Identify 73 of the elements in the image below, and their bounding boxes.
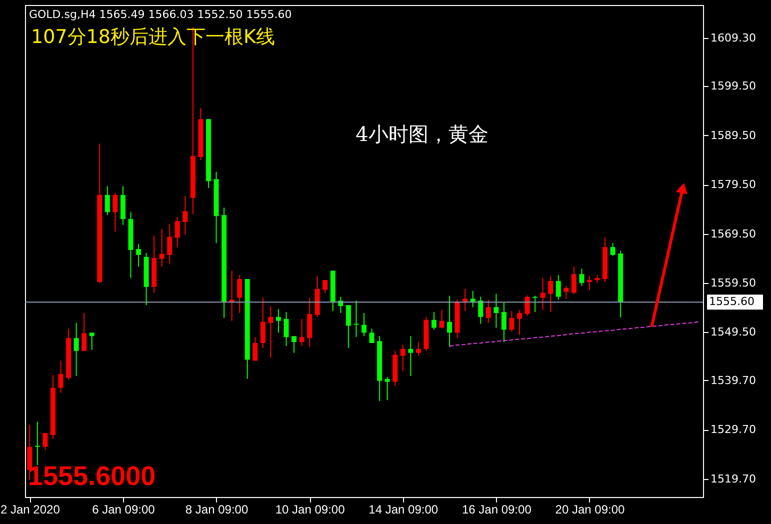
candlestick bbox=[104, 186, 110, 216]
candlestick bbox=[400, 344, 406, 372]
candlestick bbox=[431, 312, 436, 330]
candlestick bbox=[159, 228, 164, 268]
candlestick bbox=[167, 223, 172, 264]
candlestick bbox=[276, 308, 281, 334]
candlestick bbox=[524, 294, 530, 316]
y-tick-label: 1559.50 bbox=[710, 276, 756, 290]
candlestick bbox=[322, 280, 328, 294]
candlestick bbox=[416, 342, 421, 356]
line-series bbox=[449, 321, 699, 346]
candlestick bbox=[82, 312, 87, 352]
candlestick bbox=[174, 216, 180, 248]
chart-title: GOLD.sg,H4 1565.49 1566.03 1552.50 1555.60 bbox=[29, 8, 292, 21]
candlestick bbox=[268, 306, 274, 358]
candlestick bbox=[292, 336, 297, 354]
annotation: 4小时图，黄金 bbox=[356, 122, 488, 146]
candlestick bbox=[501, 302, 506, 343]
candlestick bbox=[58, 360, 64, 394]
candlestick bbox=[462, 288, 468, 312]
candlestick bbox=[494, 293, 499, 328]
candlestick bbox=[384, 376, 390, 401]
candlestick bbox=[34, 421, 40, 466]
candlestick bbox=[136, 244, 142, 268]
x-tick-label: 10 Jan 09:00 bbox=[275, 502, 346, 516]
candlestick bbox=[478, 296, 484, 324]
y-tick-label: 1539.70 bbox=[710, 374, 756, 387]
y-tick-label: 1609.30 bbox=[710, 31, 756, 44]
candlestick bbox=[564, 285, 569, 300]
x-tick-label: 2 Jan 2020 bbox=[0, 502, 60, 516]
candlestick bbox=[299, 318, 304, 346]
candlestick bbox=[586, 276, 592, 290]
y-tick-label: 1549.50 bbox=[710, 326, 756, 339]
candlestick bbox=[346, 304, 351, 348]
y-tick-label: 1589.50 bbox=[710, 128, 756, 142]
x-tick-label: 20 Jan 09:00 bbox=[555, 502, 625, 516]
y-tick-label: 1529.70 bbox=[710, 423, 756, 436]
y-tick-label: 1579.50 bbox=[710, 178, 756, 192]
candlestick bbox=[447, 295, 452, 348]
x-tick-label: 8 Jan 09:00 bbox=[185, 502, 248, 516]
candlestick bbox=[252, 336, 258, 362]
candlestick bbox=[229, 270, 234, 322]
candlestick bbox=[439, 310, 444, 328]
candlestick bbox=[556, 274, 561, 300]
candlestick bbox=[354, 300, 359, 338]
candlestick bbox=[182, 195, 188, 236]
candlestick bbox=[509, 310, 514, 332]
candlestick bbox=[470, 290, 476, 308]
y-tick-label: 1569.50 bbox=[710, 227, 756, 240]
x-tick-label: 14 Jan 09:00 bbox=[368, 502, 438, 516]
candlestick bbox=[610, 242, 616, 256]
y-tick-label: 1599.50 bbox=[710, 80, 756, 93]
x-tick-label: 16 Jan 09:00 bbox=[462, 502, 532, 516]
x-tick-label: 6 Jan 09:00 bbox=[92, 502, 156, 516]
candlestick bbox=[548, 276, 554, 313]
candlestick bbox=[579, 268, 584, 286]
candlestick bbox=[89, 332, 94, 350]
candlestick bbox=[408, 336, 414, 376]
candlestick bbox=[540, 278, 546, 311]
candlestick bbox=[362, 312, 366, 337]
candlestick bbox=[112, 192, 118, 232]
candlestick bbox=[260, 297, 266, 348]
y-tick-label: 1519.70 bbox=[710, 472, 756, 486]
candlestick bbox=[284, 312, 289, 346]
candlestick bbox=[486, 299, 491, 324]
candlestick bbox=[571, 266, 576, 294]
candlestick bbox=[369, 328, 374, 344]
candlestick bbox=[237, 274, 242, 314]
ref-line-label: 1555.60 bbox=[709, 295, 754, 308]
candlestick bbox=[42, 432, 48, 450]
candlestick bbox=[74, 322, 79, 376]
candlestick bbox=[517, 310, 522, 336]
annotation: 1555.6000 bbox=[28, 461, 156, 491]
